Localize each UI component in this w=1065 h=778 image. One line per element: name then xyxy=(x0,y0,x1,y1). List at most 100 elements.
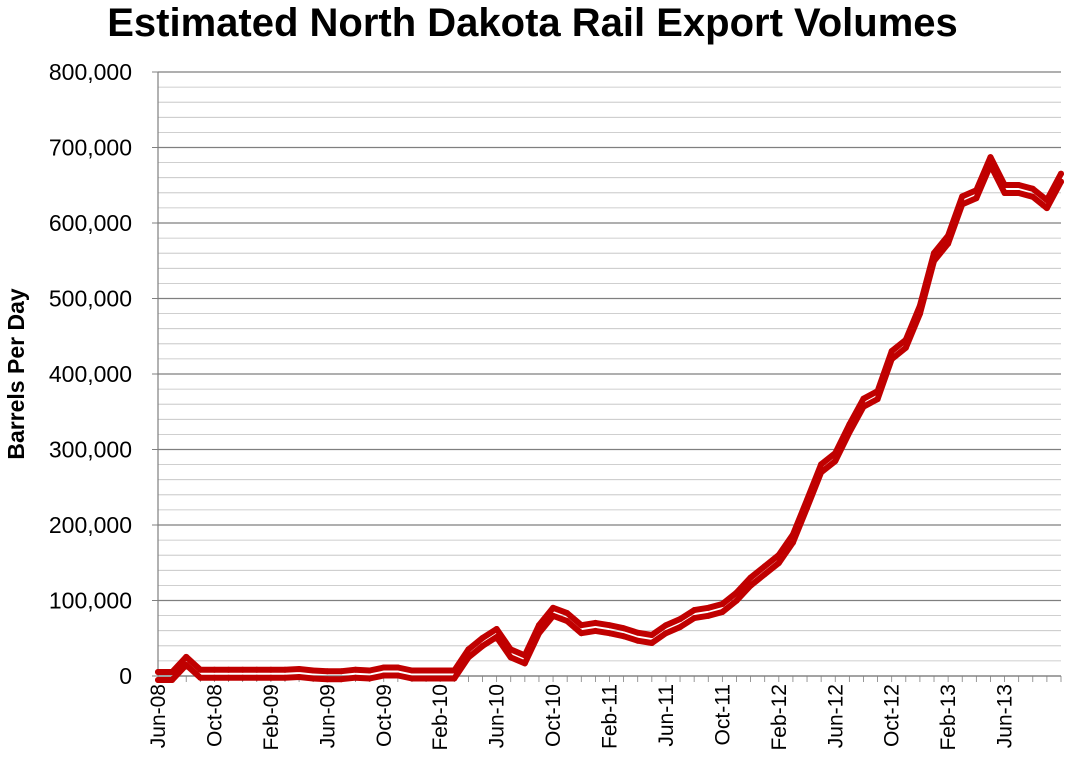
data-point xyxy=(197,674,204,681)
data-point xyxy=(169,669,176,675)
data-point xyxy=(945,240,952,247)
data-point xyxy=(902,344,909,351)
x-tick-label: Oct-11 xyxy=(711,684,734,745)
data-point xyxy=(620,633,627,640)
x-tick-label: Feb-10 xyxy=(429,684,452,751)
data-point xyxy=(338,668,345,675)
x-tick-label: Oct-09 xyxy=(373,684,396,747)
data-point xyxy=(239,666,246,673)
data-point xyxy=(408,667,415,674)
y-tick-label: 0 xyxy=(119,663,132,689)
data-point xyxy=(479,643,486,650)
data-point xyxy=(1058,178,1064,185)
y-tick-label: 300,000 xyxy=(49,437,132,463)
data-point xyxy=(253,666,260,673)
y-tick-label: 800,000 xyxy=(49,59,132,85)
data-point xyxy=(183,653,190,660)
series-line-1 xyxy=(155,154,1064,675)
data-point xyxy=(338,676,345,683)
data-point xyxy=(324,676,331,683)
data-point xyxy=(1001,190,1008,197)
data-point xyxy=(408,675,415,682)
data-point xyxy=(1015,182,1022,189)
data-point xyxy=(310,667,317,674)
data-point xyxy=(352,666,359,673)
data-point xyxy=(493,625,500,632)
data-point xyxy=(634,629,641,636)
x-tick-label: Jun-08 xyxy=(147,684,170,748)
data-point xyxy=(931,257,938,264)
data-point xyxy=(1015,190,1022,197)
data-point xyxy=(620,625,627,632)
data-point xyxy=(1029,185,1036,192)
y-tick-label: 600,000 xyxy=(49,210,132,236)
y-tick-label: 200,000 xyxy=(49,512,132,538)
data-point xyxy=(423,667,430,674)
data-point xyxy=(183,661,190,668)
data-point xyxy=(860,403,867,410)
data-point xyxy=(733,597,740,604)
data-point xyxy=(846,429,853,436)
data-point xyxy=(959,193,966,200)
data-point xyxy=(888,356,895,363)
data-point xyxy=(310,675,317,682)
x-tick-label: Oct-12 xyxy=(881,684,904,747)
data-point xyxy=(253,674,260,681)
data-point xyxy=(677,616,684,623)
data-point xyxy=(225,674,232,681)
data-point xyxy=(634,637,641,644)
data-point xyxy=(606,622,613,629)
data-point xyxy=(564,610,571,617)
data-point xyxy=(197,666,204,673)
data-point xyxy=(677,624,684,631)
data-point xyxy=(155,669,161,675)
y-tick-label: 100,000 xyxy=(49,588,132,614)
x-tick-label: Feb-11 xyxy=(599,684,622,749)
data-point xyxy=(606,630,613,637)
data-point xyxy=(155,677,161,683)
data-point xyxy=(380,672,387,679)
data-point xyxy=(578,630,585,637)
x-tick-label: Oct-08 xyxy=(203,684,226,747)
data-point xyxy=(437,675,444,682)
data-point xyxy=(860,395,867,402)
data-point xyxy=(324,668,331,675)
data-point xyxy=(719,609,726,616)
data-point xyxy=(719,601,726,608)
data-point xyxy=(789,539,796,546)
data-point xyxy=(691,615,698,622)
data-point xyxy=(281,674,288,681)
data-point xyxy=(521,660,528,667)
data-point xyxy=(296,673,303,680)
data-point xyxy=(648,640,655,647)
data-point xyxy=(761,563,768,570)
data-point xyxy=(507,654,514,661)
data-point xyxy=(705,604,712,611)
data-point xyxy=(691,607,698,614)
y-tick-label: 400,000 xyxy=(49,361,132,387)
x-tick-label: Jun-13 xyxy=(994,684,1017,748)
data-point xyxy=(267,666,274,673)
x-tick-label: Feb-13 xyxy=(937,684,960,751)
data-point xyxy=(296,665,303,672)
x-tick-label: Jun-11 xyxy=(655,684,678,747)
data-point xyxy=(169,677,176,683)
data-point xyxy=(832,458,839,465)
data-point xyxy=(818,469,825,476)
data-point xyxy=(366,675,373,682)
data-point xyxy=(366,667,373,674)
x-tick-label: Jun-09 xyxy=(316,684,339,748)
data-point xyxy=(662,630,669,637)
series-line-2 xyxy=(155,162,1064,683)
data-point xyxy=(451,675,458,682)
data-point xyxy=(1058,170,1064,177)
data-point xyxy=(211,674,218,681)
data-point xyxy=(578,622,585,629)
data-point xyxy=(1043,205,1050,212)
data-point xyxy=(959,201,966,208)
data-point xyxy=(225,666,232,673)
data-point xyxy=(747,574,754,581)
data-point xyxy=(916,310,923,317)
x-tick-label: Feb-09 xyxy=(260,684,283,751)
